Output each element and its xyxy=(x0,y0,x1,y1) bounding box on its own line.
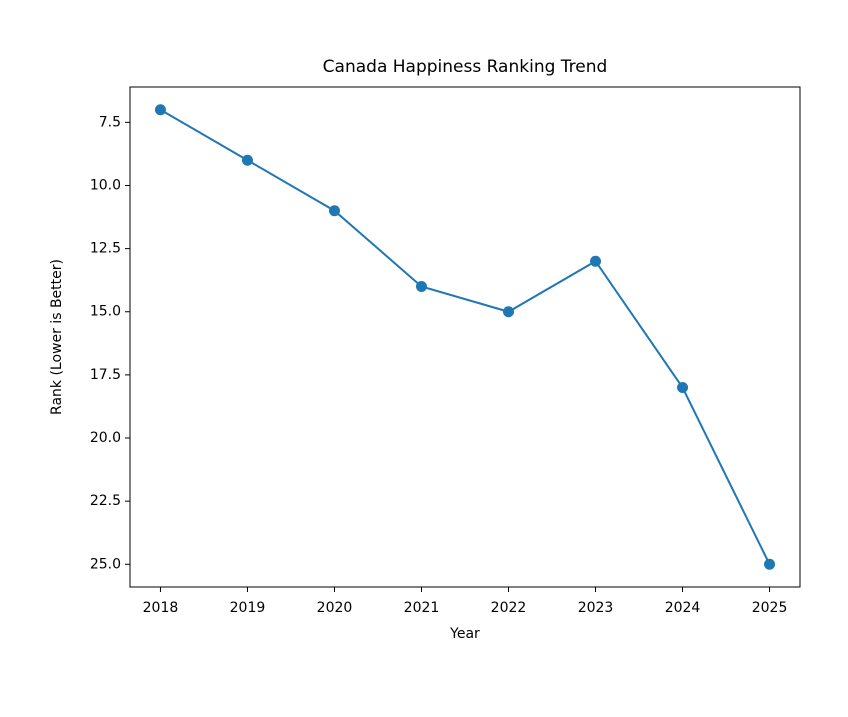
y-tick-label: 22.5 xyxy=(90,493,121,509)
x-tick-label: 2022 xyxy=(491,600,527,616)
x-tick-label: 2019 xyxy=(230,600,266,616)
y-tick-label: 7.5 xyxy=(99,114,121,130)
x-tick-label: 2024 xyxy=(665,600,701,616)
plot-frame xyxy=(129,86,801,588)
data-point xyxy=(241,154,253,166)
data-point xyxy=(415,280,427,292)
data-point xyxy=(154,104,166,116)
data-point xyxy=(590,255,602,267)
x-tick-label: 2021 xyxy=(404,600,440,616)
x-tick-label: 2025 xyxy=(752,600,788,616)
y-tick-label: 25.0 xyxy=(90,556,121,572)
x-tick-label: 2018 xyxy=(143,600,179,616)
y-tick-label: 17.5 xyxy=(90,367,121,383)
y-tick-label: 10.0 xyxy=(90,177,121,193)
data-point xyxy=(677,382,689,394)
y-tick-label: 12.5 xyxy=(90,241,121,257)
chart-title: Canada Happiness Ranking Trend xyxy=(323,57,608,77)
x-tick-label: 2020 xyxy=(317,600,353,616)
y-axis-label: Rank (Lower is Better) xyxy=(49,259,65,415)
y-tick-label: 20.0 xyxy=(90,430,121,446)
x-axis-label: Year xyxy=(449,626,480,642)
y-tick-label: 15.0 xyxy=(90,304,121,320)
data-point xyxy=(503,306,515,318)
data-line xyxy=(159,108,771,565)
data-point xyxy=(328,205,340,217)
data-point xyxy=(764,558,776,570)
x-tick-label: 2023 xyxy=(578,600,614,616)
